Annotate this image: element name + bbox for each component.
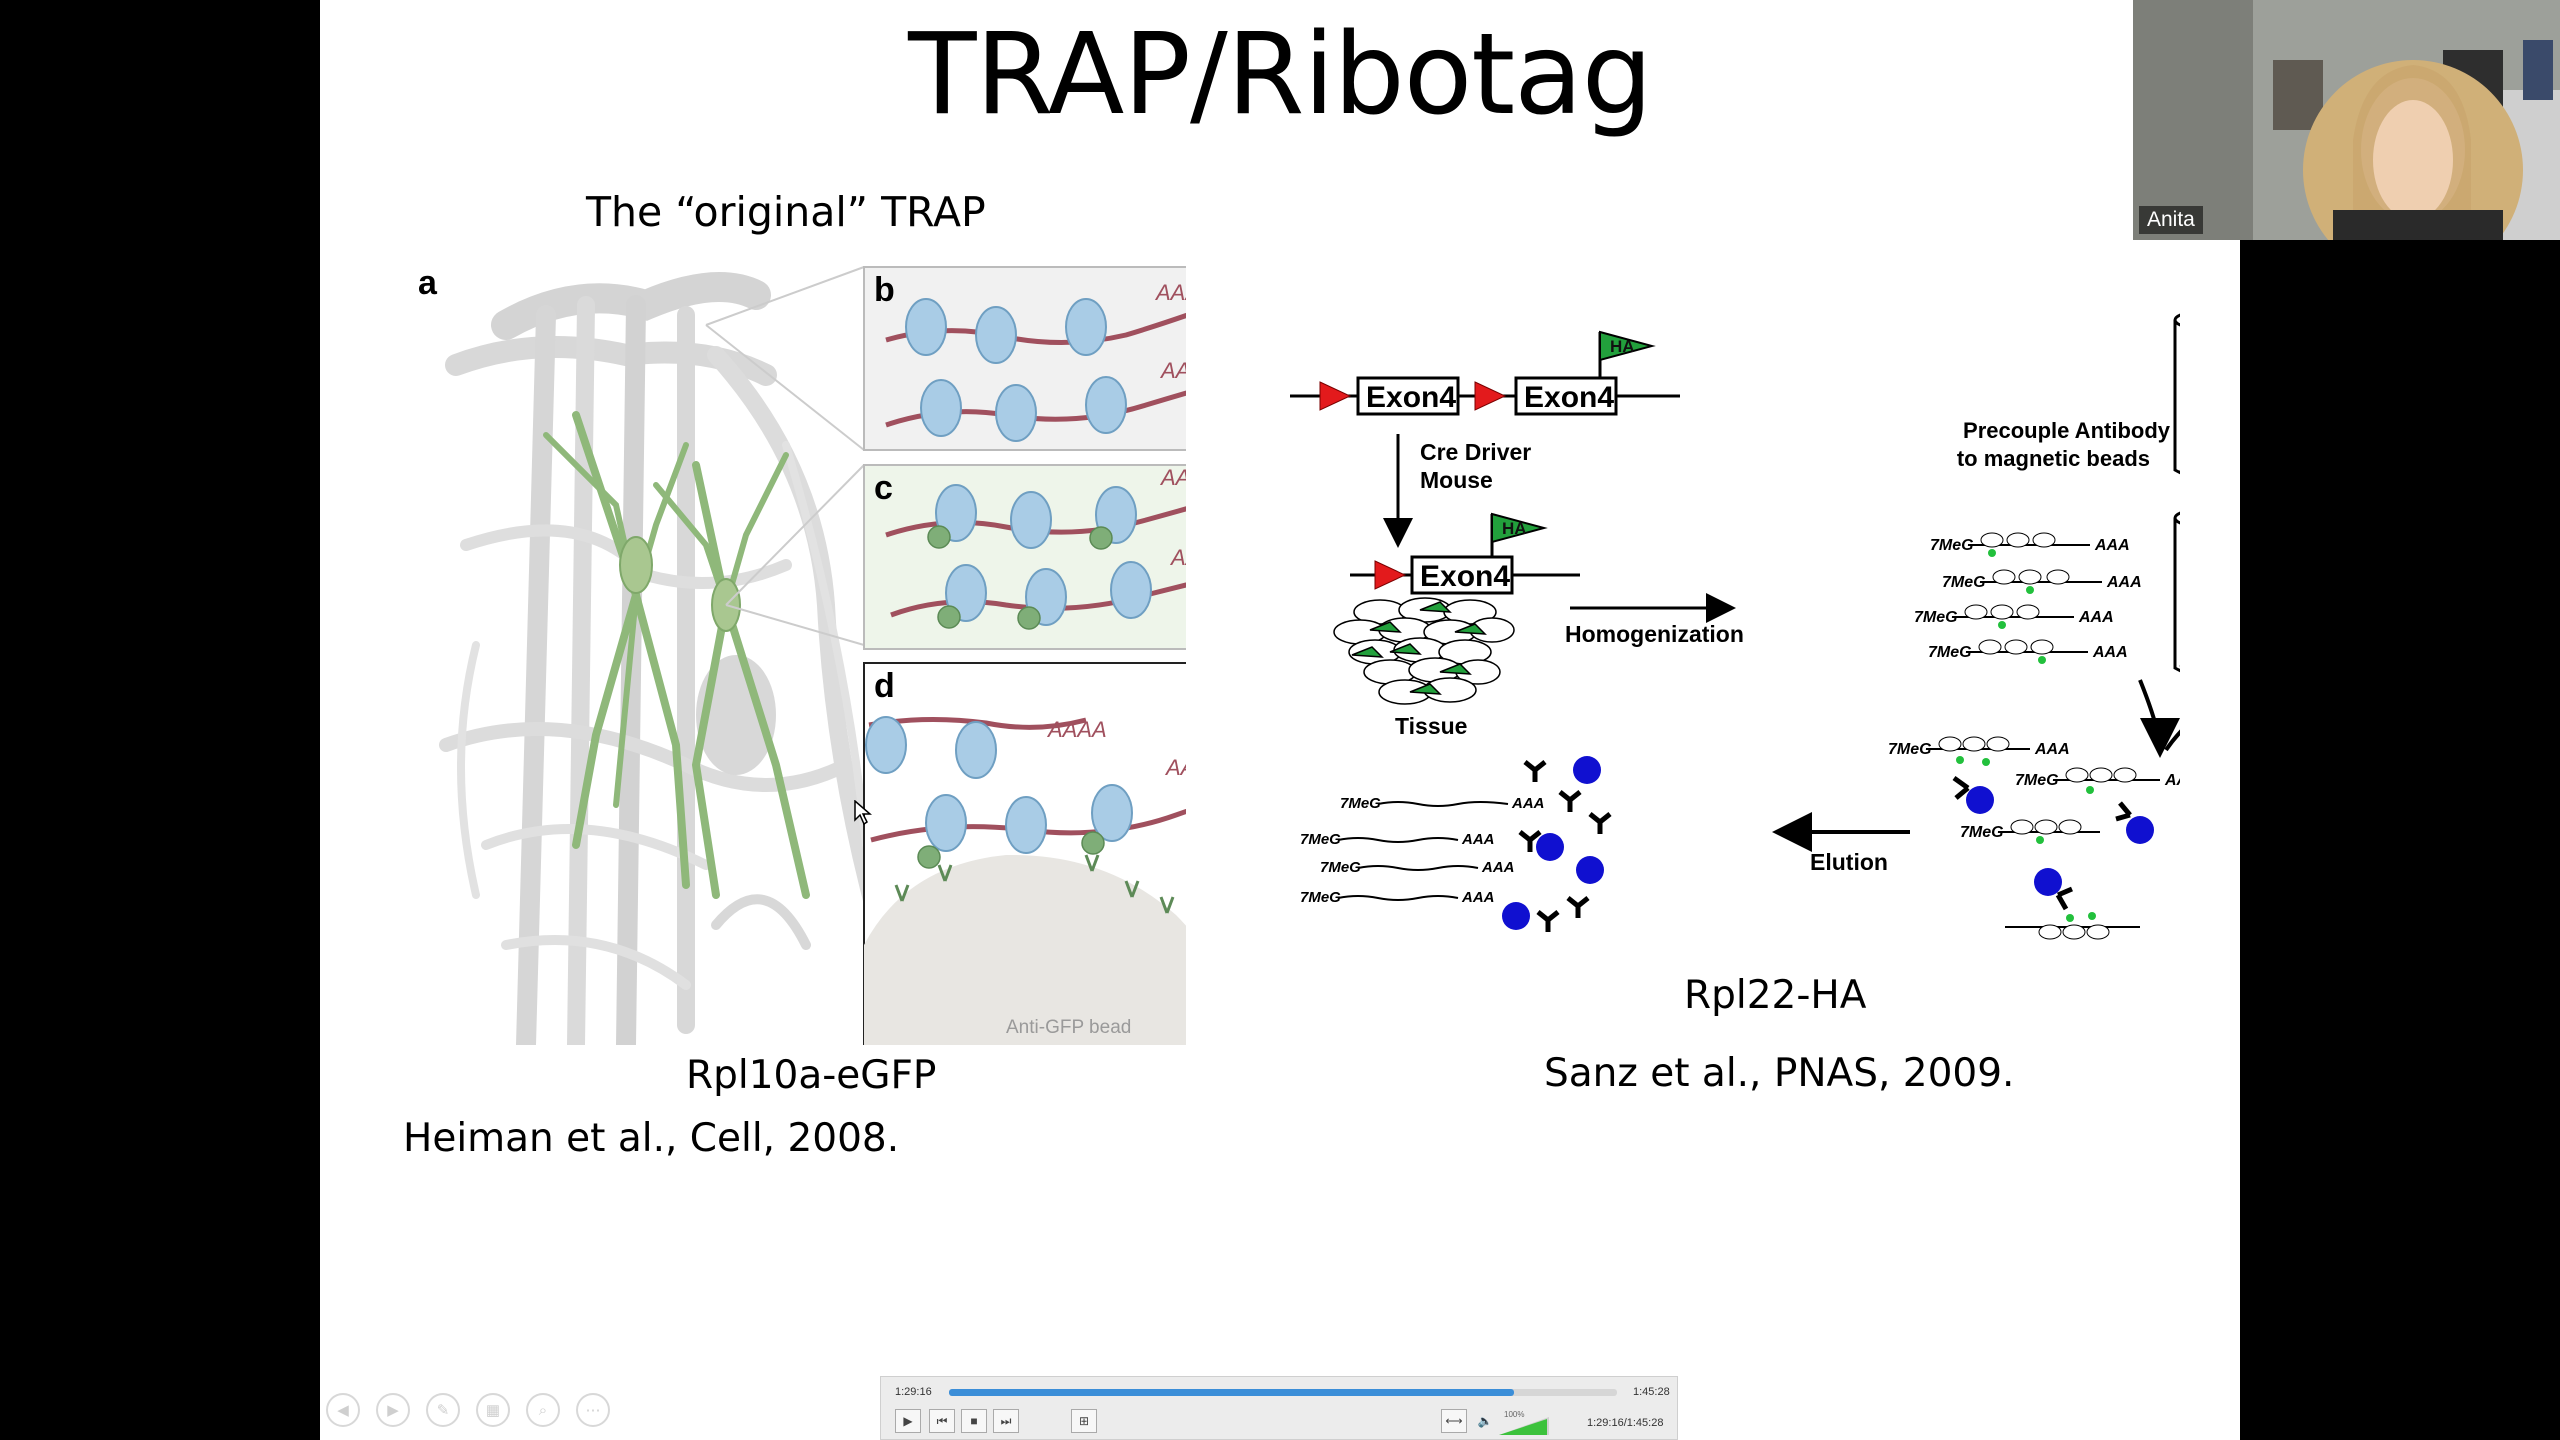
expand-icon[interactable]: ⟷ — [1441, 1409, 1467, 1433]
exon-label: Exon4 — [1524, 381, 1614, 414]
panel-a-label: a — [418, 264, 438, 302]
cap-label: 7MeG — [1960, 824, 2004, 841]
zoom-icon[interactable]: ⌕ — [526, 1393, 560, 1427]
time-readout: 1:29:16/1:45:28 — [1587, 1417, 1664, 1429]
elution-label: Elution — [1810, 849, 1888, 875]
elapsed-time: 1:29:16 — [895, 1386, 932, 1398]
trap-figure: a AAAA AAAA b AAAA — [418, 264, 1186, 1045]
cap-label: 7MeG — [1340, 795, 1381, 812]
media-player: 1:29:16 1:45:28 ▶ ⏮ ■ ⏭ ⊞ ⟷ 🔈 100% 1:29:… — [880, 1376, 1678, 1440]
volume-label: 100% — [1504, 1410, 1525, 1419]
total-time: 1:45:28 — [1633, 1386, 1670, 1398]
webcam-video — [2133, 0, 2560, 240]
cap-label: 7MeG — [1914, 609, 1958, 626]
left-citation: Heiman et al., Cell, 2008. — [403, 1116, 900, 1161]
recombined-allele: Exon4 HA — [1350, 512, 1580, 595]
tissue-illustration — [1333, 597, 1515, 705]
ribotag-allele: Exon4 Exon4 HA — [1290, 330, 1680, 416]
antibody-tube — [2173, 313, 2180, 475]
cursor-icon — [854, 800, 872, 826]
polya-label: AAA — [2078, 609, 2114, 626]
polya-label: AAAA — [1169, 545, 1186, 570]
polya-label: AAA — [1511, 795, 1545, 812]
back-icon[interactable]: ◀ — [326, 1393, 360, 1427]
polysome-list: 7MeG 7MeG AAA 7MeG AAA 7MeG AAA 7MeG AAA — [1914, 532, 2142, 664]
slide-title: TRAP/Ribotag — [908, 10, 1653, 140]
cap-label: 7MeG — [1930, 537, 1974, 554]
left-caption: Rpl10a-eGFP — [686, 1053, 937, 1098]
left-heading: The “original” TRAP — [586, 188, 986, 236]
stop-icon[interactable]: ■ — [961, 1409, 987, 1433]
polya-label: AAAA — [1159, 465, 1186, 490]
cap-label: 7MeG — [1942, 574, 1986, 591]
polya-label: AAA — [2034, 741, 2070, 758]
polya-label: AAAA — [1046, 717, 1107, 742]
bound-complex: 7MeG AAA 7MeG AAA 7MeG — [1888, 736, 2180, 940]
cap-label: 7MeG — [1300, 831, 1341, 848]
panel-b: AAAA AAAA b — [863, 266, 1186, 451]
antibody-tube-2 — [2173, 511, 2180, 673]
more-icon[interactable]: ⋯ — [576, 1393, 610, 1427]
tissue-label: Tissue — [1395, 713, 1467, 739]
panel-b-label: b — [874, 271, 895, 309]
polya-label: AAA — [2094, 537, 2130, 554]
skip-back-icon[interactable]: ⏮ — [929, 1409, 955, 1433]
progress-fill — [949, 1389, 1515, 1396]
precouple-label-2: to magnetic beads — [1957, 446, 2150, 471]
webcam-thumbnail[interactable]: Anita — [2133, 0, 2560, 240]
cap-label: 7MeG — [1300, 889, 1341, 906]
cre-driver-label: Cre Driver — [1420, 439, 1531, 465]
polya-label: AAAA — [1154, 280, 1186, 305]
right-citation: Sanz et al., PNAS, 2009. — [1544, 1051, 2015, 1096]
panel-c: AAAA AAAA c — [863, 464, 1186, 650]
forward-icon[interactable]: ▶ — [376, 1393, 410, 1427]
presentation-slide: TRAP/Ribotag The “original” TRAP — [320, 0, 2240, 1440]
right-caption: Rpl22-HA — [1684, 973, 1867, 1018]
volume-slider[interactable] — [1499, 1417, 1549, 1435]
participant-name: Anita — [2139, 206, 2203, 234]
ha-tag-label: HA — [1610, 337, 1635, 356]
panel-d: AAAA AAAA Anti-GFP bead d — [863, 662, 1186, 1045]
progress-bar[interactable] — [949, 1389, 1617, 1396]
ribotag-figure: Exon4 Exon4 HA Cre Driver Mouse Exon4 HA — [1290, 313, 2180, 940]
polya-label: AAA — [1461, 831, 1495, 848]
cap-label: 7MeG — [2015, 772, 2059, 789]
exon-label: Exon4 — [1366, 381, 1456, 414]
polya-label: AAA — [1481, 859, 1515, 876]
polya-label: AAA — [2106, 574, 2142, 591]
bead-label: Anti-GFP bead — [1006, 1017, 1131, 1038]
slide-navigation: ◀ ▶ ✎ ▦ ⌕ ⋯ — [326, 1393, 610, 1427]
polya-label: AAAA — [1164, 755, 1186, 780]
panel-d-label: d — [874, 667, 895, 705]
panel-c-label: c — [874, 469, 893, 507]
exon-label: Exon4 — [1420, 560, 1510, 593]
polya-label: AAA — [1461, 889, 1495, 906]
polya-label: AAA — [2164, 772, 2180, 789]
speaker-icon[interactable]: 🔈 — [1477, 1414, 1493, 1428]
cap-label: 7MeG — [1320, 859, 1361, 876]
ha-tag-label: HA — [1502, 519, 1527, 538]
fit-screen-icon[interactable]: ⊞ — [1071, 1409, 1097, 1433]
skip-forward-icon[interactable]: ⏭ — [993, 1409, 1019, 1433]
pen-icon[interactable]: ✎ — [426, 1393, 460, 1427]
play-icon[interactable]: ▶ — [895, 1409, 921, 1433]
cre-mouse-label: Mouse — [1420, 467, 1493, 493]
cap-label: 7MeG — [1928, 644, 1972, 661]
cap-label: 7MeG — [1888, 741, 1932, 758]
homogenization-label: Homogenization — [1565, 621, 1744, 647]
eluted-mrna: 7MeG AAA 7MeG AAA 7MeG AAA 7MeG AAA — [1300, 756, 1612, 932]
panel-a-neurons — [439, 272, 915, 1045]
precouple-label-1: Precouple Antibody — [1963, 418, 2171, 443]
slides-icon[interactable]: ▦ — [476, 1393, 510, 1427]
polya-label: AAAA — [1159, 358, 1186, 383]
polya-label: AAA — [2092, 644, 2128, 661]
